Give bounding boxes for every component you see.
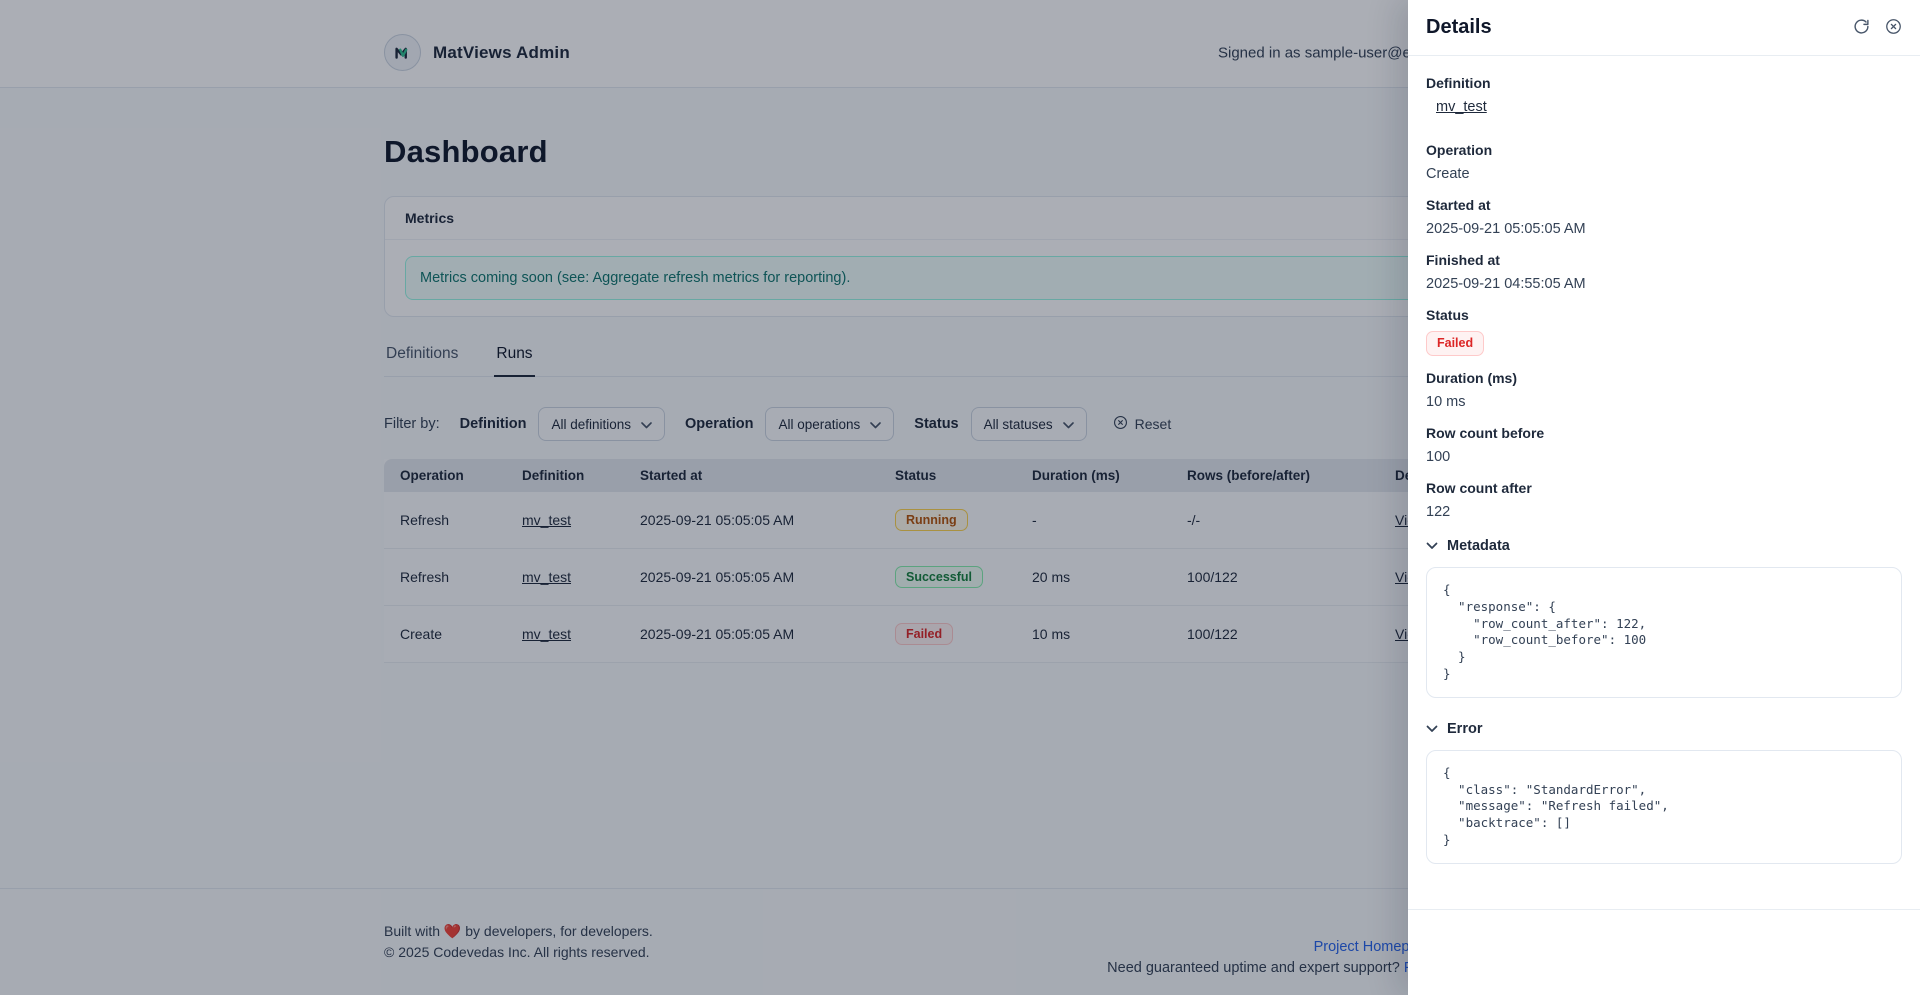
started-at-field: Started at 2025-09-21 05:05:05 AM — [1426, 197, 1586, 237]
circle-x-icon — [1113, 415, 1128, 433]
page-title: Dashboard — [384, 134, 548, 169]
status-badge: Successful — [895, 566, 984, 588]
refresh-button[interactable] — [1853, 18, 1870, 38]
finished-at-field: Finished at 2025-09-21 04:55:05 AM — [1426, 252, 1586, 292]
reset-filters-button[interactable]: Reset — [1113, 415, 1171, 433]
tab-definitions[interactable]: Definitions — [386, 345, 459, 362]
close-icon — [1885, 18, 1902, 38]
chevron-down-icon — [1062, 417, 1074, 432]
status-badge: Running — [895, 509, 968, 531]
brand[interactable]: MatViews Admin — [384, 34, 570, 71]
col-started-at: Started at — [624, 459, 879, 492]
operation-filter-select[interactable]: All operations — [765, 407, 895, 441]
row-count-after-field: Row count after 122 — [1426, 480, 1532, 520]
definition-field: Definition mv_test — [1426, 75, 1491, 115]
status-field: Status Failed — [1426, 307, 1902, 356]
footer-left: Built with ❤️ by developers, for develop… — [384, 921, 653, 963]
chevron-down-icon — [1426, 537, 1438, 555]
definition-link[interactable]: mv_test — [522, 626, 572, 642]
metadata-json: { "response": { "row_count_after": 122, … — [1426, 567, 1902, 698]
refresh-icon — [1853, 18, 1870, 38]
definition-link[interactable]: mv_test — [522, 569, 572, 585]
table-row: Create mv_test 2025-09-21 05:05:05 AM Fa… — [384, 605, 1536, 663]
operation-filter-label: Operation — [685, 416, 754, 432]
metadata-section-toggle[interactable]: Metadata — [1426, 537, 1902, 555]
col-rows: Rows (before/after) — [1171, 459, 1379, 492]
chevron-down-icon — [641, 417, 652, 432]
project-homepage-link[interactable]: Project Homepage — [1313, 939, 1434, 955]
metrics-card-title: Metrics — [385, 197, 1535, 240]
tab-runs[interactable]: Runs — [494, 345, 535, 377]
matviews-logo-icon — [384, 34, 421, 71]
definition-link[interactable]: mv_test — [1436, 99, 1487, 115]
details-panel: Details — [1408, 0, 1920, 995]
tabs: Definitions Runs — [384, 345, 1536, 377]
heart-icon: ❤️ — [443, 923, 462, 939]
operation-field: Operation Create — [1426, 142, 1493, 182]
metrics-notice: Metrics coming soon (see: Aggregate refr… — [405, 256, 1515, 300]
col-definition: Definition — [506, 459, 624, 492]
panel-footer-divider — [1408, 909, 1920, 910]
col-operation: Operation — [384, 459, 506, 492]
definition-link[interactable]: mv_test — [522, 512, 572, 528]
brand-name: MatViews Admin — [433, 42, 570, 62]
status-badge: Failed — [1426, 331, 1485, 356]
signed-in-text: Signed in as sample-user@e — [1218, 44, 1411, 62]
support-text: Need guaranteed uptime and expert suppor… — [1107, 960, 1400, 976]
copyright-line: © 2025 Codevedas Inc. All rights reserve… — [384, 944, 650, 960]
col-duration: Duration (ms) — [1016, 459, 1171, 492]
runs-table: Operation Definition Started at Status D… — [384, 459, 1536, 663]
main-content: Dashboard Metrics Metrics coming soon (s… — [0, 88, 1920, 888]
table-row: Refresh mv_test 2025-09-21 05:05:05 AM S… — [384, 548, 1536, 606]
metrics-card: Metrics Metrics coming soon (see: Aggreg… — [384, 196, 1536, 317]
runs-table-header: Operation Definition Started at Status D… — [384, 459, 1536, 492]
status-badge: Failed — [895, 623, 954, 645]
chevron-down-icon — [1426, 720, 1438, 738]
status-filter-label: Status — [914, 416, 959, 432]
status-filter-select[interactable]: All statuses — [970, 407, 1087, 441]
details-panel-body: Definition mv_test Operation Create Star… — [1408, 56, 1920, 864]
error-section-toggle[interactable]: Error — [1426, 720, 1902, 738]
definition-filter-label: Definition — [459, 416, 527, 432]
filter-bar: Filter by: Definition All definitions Op… — [384, 407, 1536, 441]
close-panel-button[interactable] — [1885, 18, 1902, 38]
details-panel-title: Details — [1426, 16, 1492, 38]
details-panel-header: Details — [1408, 0, 1920, 56]
row-count-before-field: Row count before 100 — [1426, 425, 1545, 465]
duration-field: Duration (ms) 10 ms — [1426, 370, 1517, 410]
error-json: { "class": "StandardError", "message": "… — [1426, 749, 1902, 864]
definition-filter-select[interactable]: All definitions — [538, 407, 665, 441]
col-status: Status — [879, 459, 1016, 492]
chevron-down-icon — [870, 417, 882, 432]
filter-by-label: Filter by: — [384, 416, 440, 432]
built-with-line: Built with ❤️ by developers, for develop… — [384, 923, 653, 939]
